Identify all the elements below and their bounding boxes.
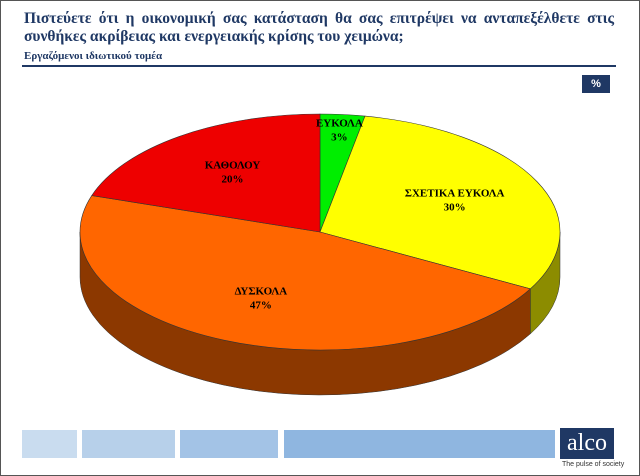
tagline: The pulse of society (562, 461, 625, 468)
footer-bar (284, 430, 555, 458)
logo: alco (560, 428, 614, 459)
slice-label: ΣΧΕΤΙΚΑ ΕΥΚΟΛΑ (405, 187, 505, 199)
slice (319, 115, 561, 290)
footer-bar (180, 430, 278, 458)
value-label: 30% (444, 201, 466, 213)
slice-label: ΔΥΣΚΟΛΑ (235, 286, 288, 298)
value-label: 3% (331, 132, 348, 144)
slice-label: ΚΑΘΟΛΟΥ (205, 159, 261, 171)
footer-bar (22, 430, 77, 458)
slice (91, 113, 321, 233)
footer-bar (82, 430, 175, 458)
value-label: 20% (222, 173, 244, 185)
value-label: 47% (250, 300, 272, 312)
slice (79, 195, 531, 351)
slice-label: ΕΥΚΟΛΑ (316, 118, 363, 130)
chart-title: Πιστεύετε ότι η οικονομική σας κατάσταση… (24, 10, 614, 45)
chart-subtitle: Εργαζόμενοι ιδιωτικού τομέα (24, 50, 163, 62)
unit-badge: % (582, 75, 610, 93)
title-rule (22, 65, 616, 67)
